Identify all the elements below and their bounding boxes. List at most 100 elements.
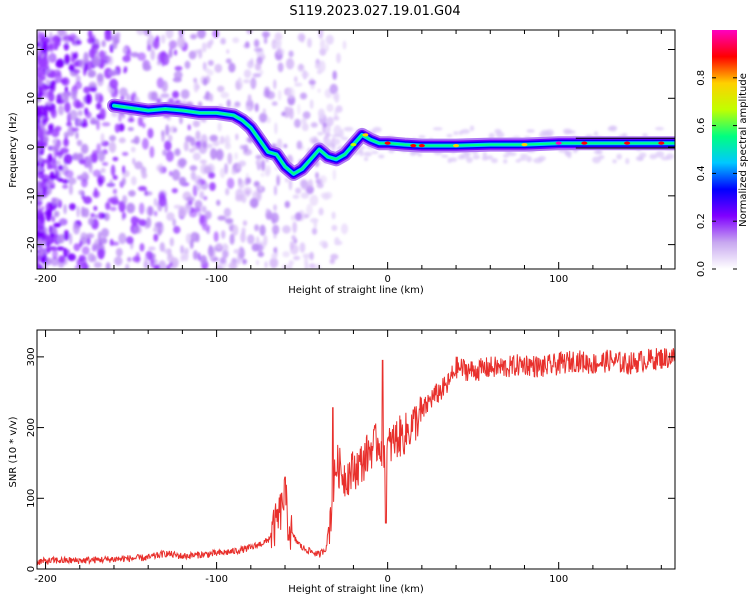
noise-speck xyxy=(215,264,223,269)
noise-speck xyxy=(219,167,226,179)
noise-speck xyxy=(51,197,61,206)
noise-speck xyxy=(281,111,286,117)
noise-speck xyxy=(207,59,214,66)
noise-speck xyxy=(169,262,173,267)
noise-speck xyxy=(326,103,334,112)
noise-speck xyxy=(188,200,193,206)
ridge-hot-spot xyxy=(418,143,425,148)
noise-speck xyxy=(127,117,135,123)
noise-speck xyxy=(119,87,128,97)
noise-speck xyxy=(55,141,60,152)
noise-speck xyxy=(96,92,104,104)
noise-speck xyxy=(228,262,238,269)
noise-speck xyxy=(163,248,172,254)
noise-speck xyxy=(224,163,228,175)
noise-speck xyxy=(168,170,173,177)
ridge-hot-spot xyxy=(410,143,417,148)
noise-speck xyxy=(293,76,298,83)
noise-speck xyxy=(217,122,222,132)
noise-speck xyxy=(317,131,324,136)
noise-speck xyxy=(486,155,494,160)
noise-speck xyxy=(245,106,252,111)
noise-speck xyxy=(491,157,498,164)
noise-speck xyxy=(63,138,69,147)
noise-speck xyxy=(309,263,316,269)
noise-speck xyxy=(201,205,207,213)
noise-speck xyxy=(153,233,159,242)
noise-speck xyxy=(334,91,340,103)
noise-speck xyxy=(196,30,206,39)
noise-speck xyxy=(287,87,295,100)
noise-speck xyxy=(83,173,90,181)
noise-speck xyxy=(264,261,268,269)
noise-speck xyxy=(138,202,145,215)
noise-speck xyxy=(238,77,242,84)
noise-speck xyxy=(198,211,202,217)
noise-speck xyxy=(40,230,47,241)
noise-speck xyxy=(224,218,234,224)
noise-speck xyxy=(48,43,54,51)
noise-speck xyxy=(215,242,223,250)
noise-speck xyxy=(136,30,145,36)
noise-speck xyxy=(242,220,248,226)
noise-speck xyxy=(86,236,91,246)
noise-speck xyxy=(173,70,183,80)
noise-speck xyxy=(135,252,140,262)
spectrogram-x-tick-label: -200 xyxy=(34,274,57,285)
noise-speck xyxy=(235,188,244,200)
noise-speck xyxy=(309,194,319,206)
noise-speck xyxy=(269,257,279,269)
spectrogram-y-tick-label: 10 xyxy=(26,92,37,105)
noise-speck xyxy=(616,153,622,160)
noise-speck xyxy=(112,188,118,195)
ridge-core xyxy=(113,104,675,175)
noise-speck xyxy=(294,118,301,128)
noise-speck xyxy=(63,204,67,215)
noise-speck xyxy=(96,143,101,154)
noise-speck xyxy=(165,30,174,39)
noise-speck xyxy=(192,145,199,151)
noise-speck xyxy=(125,263,130,269)
noise-speck xyxy=(258,112,268,123)
noise-speck xyxy=(157,227,162,237)
noise-speck xyxy=(47,123,54,133)
noise-speck xyxy=(88,48,96,59)
noise-speck xyxy=(181,37,186,46)
noise-speck xyxy=(317,88,321,93)
noise-speck xyxy=(263,234,268,246)
noise-speck xyxy=(61,77,70,86)
noise-speck xyxy=(200,163,209,175)
noise-speck xyxy=(231,224,239,236)
noise-speck xyxy=(226,49,230,54)
noise-speck xyxy=(276,47,282,56)
noise-speck xyxy=(173,225,181,234)
colorbar-label: Normalized spectral amplitude xyxy=(738,73,749,227)
noise-speck xyxy=(372,126,382,133)
noise-speck xyxy=(130,146,136,153)
noise-speck xyxy=(134,161,143,170)
noise-speck xyxy=(256,159,262,164)
noise-speck xyxy=(596,149,602,154)
noise-speck xyxy=(68,177,77,185)
noise-speck xyxy=(93,261,103,269)
noise-speck xyxy=(153,197,158,207)
noise-speck xyxy=(95,102,102,110)
noise-speck xyxy=(247,94,252,103)
noise-speck xyxy=(229,233,235,245)
noise-speck xyxy=(109,135,116,142)
noise-speck xyxy=(57,150,64,156)
noise-speck xyxy=(165,124,170,136)
noise-speck xyxy=(39,212,45,223)
noise-speck xyxy=(37,113,41,124)
noise-speck xyxy=(185,233,192,244)
noise-speck xyxy=(265,165,271,176)
noise-speck xyxy=(37,196,40,203)
noise-speck xyxy=(273,185,278,196)
noise-speck xyxy=(161,80,168,93)
noise-speck xyxy=(101,228,110,238)
noise-speck xyxy=(282,225,291,234)
noise-speck xyxy=(146,205,154,217)
noise-speck xyxy=(192,120,201,128)
noise-speck xyxy=(89,117,97,125)
noise-speck xyxy=(276,174,280,186)
